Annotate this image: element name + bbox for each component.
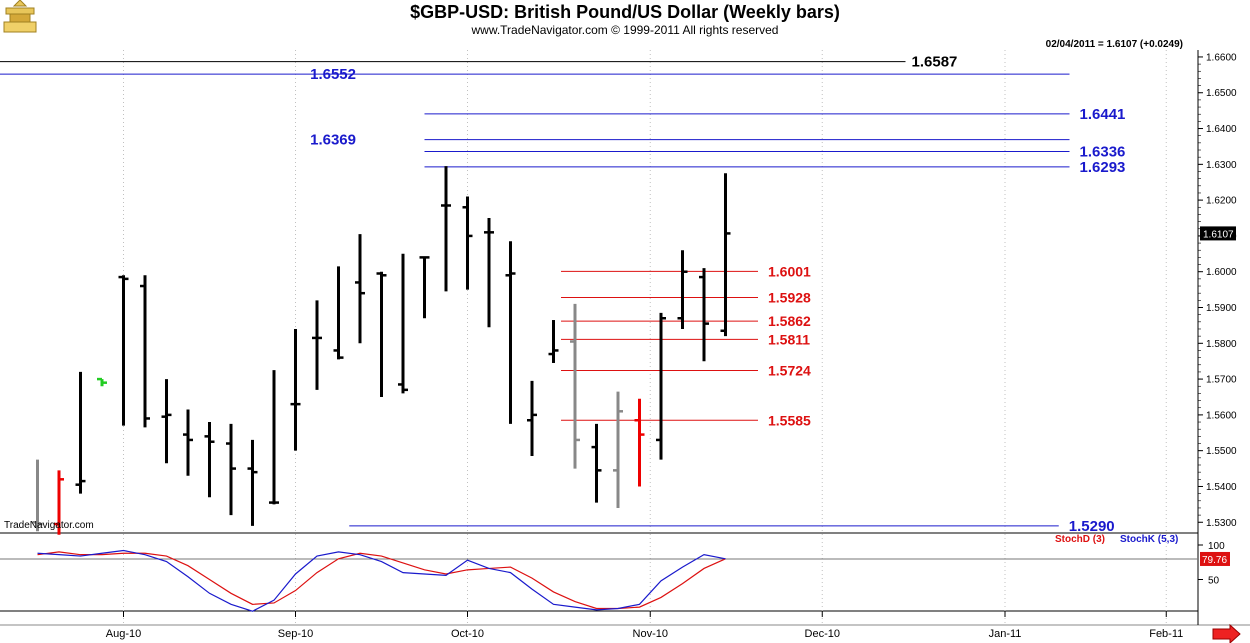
ohlc-bar: [613, 392, 623, 508]
fib-label-red: 1.5862: [768, 313, 811, 329]
fib-label-red: 1.6001: [768, 263, 811, 279]
legend-stochk: StochK (5,3): [1120, 534, 1178, 545]
price-tick-label: 1.5900: [1206, 303, 1237, 314]
stoch-tick-label: 50: [1208, 576, 1220, 587]
ohlc-bar: [269, 370, 279, 504]
ohlc-bar: [463, 197, 473, 290]
price-tick-label: 1.5500: [1206, 446, 1237, 457]
ohlc-bar: [205, 422, 215, 497]
stoch-last-value-label: 79.76: [1202, 555, 1227, 566]
price-tick-label: 1.5400: [1206, 482, 1237, 493]
ohlc-bar: [355, 234, 365, 343]
ohlc-bar: [441, 166, 451, 291]
price-tick-label: 1.5300: [1206, 518, 1237, 529]
fib-label-red: 1.5928: [768, 289, 811, 305]
fib-label-red: 1.5585: [768, 412, 811, 428]
ohlc-bar: [656, 313, 666, 460]
x-tick-label: Jan-11: [989, 628, 1022, 640]
fib-label-red: 1.5724: [768, 362, 811, 378]
price-tick-label: 1.6000: [1206, 267, 1237, 278]
fib-label-black: 1.6587: [912, 54, 958, 71]
x-tick-label: Sep-10: [278, 628, 313, 640]
ohlc-bar: [76, 372, 86, 494]
scroll-right-arrow-icon[interactable]: [1213, 625, 1240, 643]
fib-label-blue: 1.6293: [1080, 159, 1126, 176]
ohlc-bar: [420, 257, 430, 318]
last-price-label: 1.6107: [1203, 229, 1234, 240]
ohlc-bar: [699, 268, 709, 361]
ohlc-bar: [140, 275, 150, 427]
price-tick-label: 1.6400: [1206, 124, 1237, 135]
fib-label-blue: 1.6369: [310, 132, 356, 149]
ohlc-bar: [312, 300, 322, 389]
price-tick-label: 1.6600: [1206, 52, 1237, 63]
quote-readout: 02/04/2011 = 1.6107 (+0.0249): [1046, 39, 1183, 50]
ohlc-bar: [398, 254, 408, 394]
stochd-line: [38, 552, 726, 609]
ohlc-bar: [377, 272, 387, 397]
x-tick-label: Oct-10: [451, 628, 484, 640]
ohlc-bar: [226, 424, 236, 515]
price-tick-label: 1.6300: [1206, 160, 1237, 171]
ohlc-bar: [334, 266, 344, 359]
fib-label-blue: 1.5290: [1069, 518, 1115, 535]
ohlc-bar: [527, 381, 537, 456]
price-tick-label: 1.5700: [1206, 375, 1237, 386]
ohlc-bar: [721, 173, 731, 336]
stochastic-panel: 100 50 79.76 StochD (3) StochK (5,3): [0, 534, 1230, 611]
chart-title: $GBP-USD: British Pound/US Dollar (Weekl…: [410, 2, 840, 22]
ohlc-bar: [162, 379, 172, 463]
x-tick-label: Aug-10: [106, 628, 141, 640]
stoch-tick-label: 100: [1208, 541, 1225, 552]
price-tick-label: 1.5600: [1206, 410, 1237, 421]
price-axis: 1.5300 1.5400 1.5500 1.5600 1.5700 1.5800 1.59…: [1198, 52, 1237, 528]
ohlc-bar: [484, 218, 494, 327]
x-tick-label: Dec-10: [805, 628, 840, 640]
ohlc-bar: [570, 304, 580, 469]
x-tick-label: Feb-11: [1149, 628, 1183, 640]
stochk-line: [38, 551, 726, 612]
ohlc-bar: [183, 410, 193, 476]
fib-label-blue: 1.6441: [1080, 106, 1126, 123]
ohlc-bar: [291, 329, 301, 451]
ohlc-bars: [33, 166, 731, 535]
trade-navigator-logo-icon: [4, 0, 36, 32]
fib-label-blue: 1.6552: [310, 66, 356, 83]
legend-stochd: StochD (3): [1055, 534, 1105, 545]
fibonacci-levels: 1.65871.65521.64411.63691.63361.62931.52…: [0, 54, 1125, 535]
price-tick-label: 1.6500: [1206, 88, 1237, 99]
ohlc-bar: [97, 379, 107, 386]
ohlc-bar: [549, 320, 559, 363]
price-tick-label: 1.6200: [1206, 196, 1237, 207]
ohlc-bar: [119, 275, 129, 425]
watermark-text: TradeNavigator.com: [4, 520, 94, 531]
ohlc-bar: [248, 440, 258, 526]
ohlc-bar: [592, 424, 602, 503]
price-tick-label: 1.5800: [1206, 339, 1237, 350]
x-tick-label: Nov-10: [633, 628, 668, 640]
ohlc-bar: [506, 241, 516, 424]
copyright-text: www.TradeNavigator.com © 1999-2011 All r…: [471, 23, 779, 37]
fib-label-red: 1.5811: [768, 331, 810, 347]
ohlc-bar: [635, 399, 645, 487]
ohlc-bar: [678, 250, 688, 329]
